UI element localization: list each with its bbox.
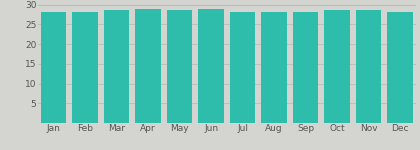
- Bar: [261, 12, 287, 123]
- Bar: [198, 9, 224, 123]
- Bar: [167, 10, 192, 123]
- Bar: [356, 10, 381, 123]
- Bar: [293, 12, 318, 123]
- Bar: [41, 12, 66, 123]
- Bar: [387, 12, 413, 123]
- Bar: [135, 9, 161, 123]
- Bar: [104, 10, 129, 123]
- Bar: [230, 12, 255, 123]
- Bar: [324, 10, 350, 123]
- Bar: [72, 12, 98, 123]
